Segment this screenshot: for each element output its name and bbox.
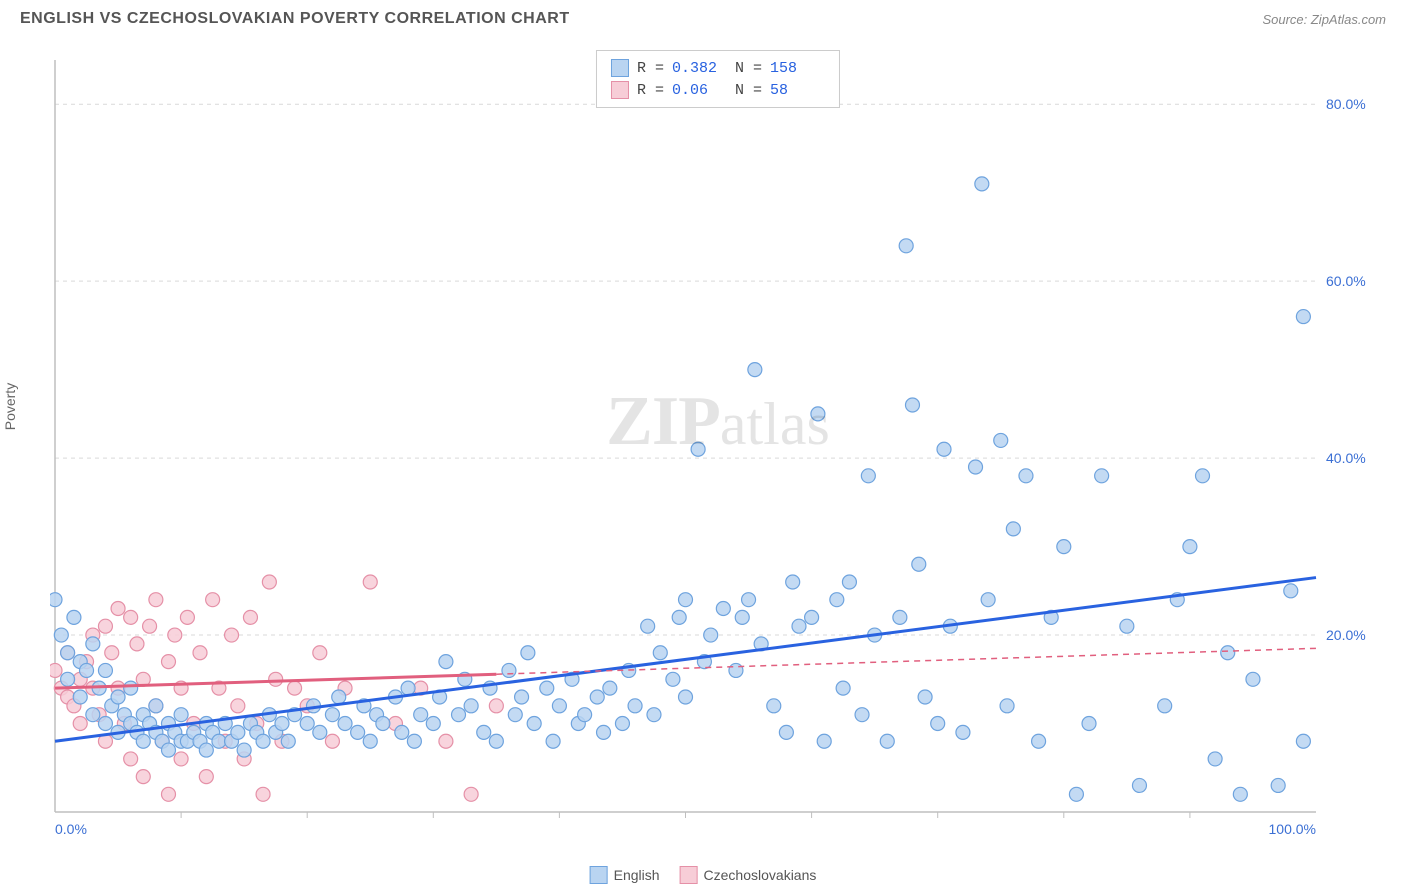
series-legend: English Czechoslovakians: [590, 866, 817, 884]
swatch-english: [611, 59, 629, 77]
swatch-czech-icon: [680, 866, 698, 884]
n-label: N =: [735, 82, 762, 99]
svg-text:0.0%: 0.0%: [55, 821, 87, 837]
r-label: R =: [637, 82, 664, 99]
r-value-czech: 0.06: [672, 82, 727, 99]
svg-text:40.0%: 40.0%: [1326, 450, 1366, 466]
swatch-czech: [611, 81, 629, 99]
legend-label-english: English: [614, 867, 660, 883]
source-attribution: Source: ZipAtlas.com: [1262, 12, 1386, 27]
legend-item-english: English: [590, 866, 660, 884]
legend-item-czech: Czechoslovakians: [680, 866, 817, 884]
svg-text:80.0%: 80.0%: [1326, 96, 1366, 112]
r-label: R =: [637, 60, 664, 77]
legend-label-czech: Czechoslovakians: [704, 867, 817, 883]
n-value-english: 158: [770, 60, 825, 77]
svg-text:60.0%: 60.0%: [1326, 273, 1366, 289]
svg-text:20.0%: 20.0%: [1326, 627, 1366, 643]
scatter-plot: 20.0% 40.0% 60.0% 80.0% 0.0% 100.0%: [50, 50, 1386, 842]
svg-text:100.0%: 100.0%: [1269, 821, 1316, 837]
chart-area: R = 0.382 N = 158 R = 0.06 N = 58 ZIPatl…: [50, 50, 1386, 842]
n-value-czech: 58: [770, 82, 825, 99]
legend-row-czech: R = 0.06 N = 58: [611, 79, 825, 101]
correlation-legend: R = 0.382 N = 158 R = 0.06 N = 58: [596, 50, 840, 108]
r-value-english: 0.382: [672, 60, 727, 77]
y-axis-label: Poverty: [2, 383, 18, 430]
swatch-english-icon: [590, 866, 608, 884]
n-label: N =: [735, 60, 762, 77]
chart-title: ENGLISH VS CZECHOSLOVAKIAN POVERTY CORRE…: [20, 10, 570, 28]
legend-row-english: R = 0.382 N = 158: [611, 57, 825, 79]
